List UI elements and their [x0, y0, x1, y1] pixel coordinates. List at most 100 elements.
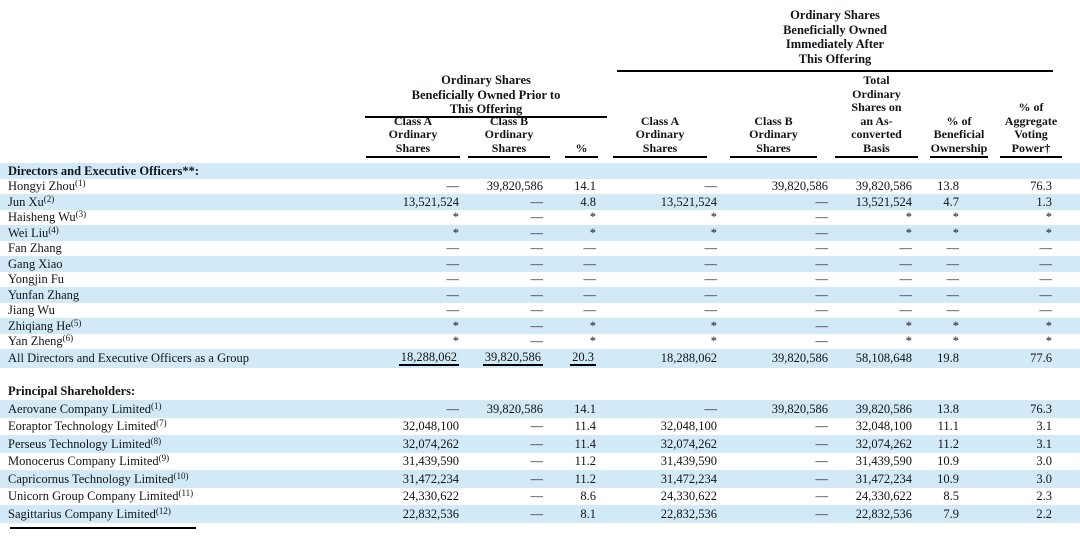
shareholder-name-cell: Haisheng Wu(3) — [0, 210, 358, 226]
value-cell: — — [530, 454, 544, 468]
value-cell: 31,439,590 — [402, 454, 459, 468]
shareholder-name: Haisheng Wu — [8, 210, 76, 224]
value-cell: 39,820,586 — [771, 401, 828, 416]
table-row: Eoraptor Technology Limited(7) 32,048,100… — [0, 418, 1080, 436]
value-cell: — — [583, 241, 597, 255]
value-cell: — — [530, 194, 544, 209]
footnote-marker: (8) — [150, 435, 162, 446]
value-cell: 8.1 — [580, 506, 596, 521]
value-cell: * — [589, 210, 596, 224]
shareholder-name-cell: Perseus Technology Limited(8) — [0, 435, 358, 453]
value-cell: — — [815, 489, 829, 503]
total-value-underlined: 20.3 — [570, 350, 596, 366]
table-header: Ordinary Shares Beneficially Owned Immed… — [0, 0, 1080, 163]
value-cell: 11.2 — [574, 454, 596, 468]
value-cell: — — [1039, 303, 1053, 317]
section-heading-row: Directors and Executive Officers**: — [0, 163, 1080, 179]
value-cell: 3.0 — [1036, 454, 1052, 468]
value-cell: 76.3 — [1030, 401, 1052, 416]
shareholder-name-cell: Hongyi Zhou(1) — [0, 179, 358, 195]
value-cell: — — [530, 225, 544, 240]
value-cell: — — [1039, 272, 1053, 286]
row-right-padding — [1055, 318, 1080, 334]
value-cell: 18,288,062 — [358, 349, 462, 368]
value-cell: 31,472,234 — [855, 471, 912, 486]
value-cell: — — [704, 272, 718, 286]
value-cell: 11.4 — [574, 436, 596, 451]
value-cell: 77.6 — [1030, 351, 1052, 365]
shareholder-name-cell: Aerovane Company Limited(1) — [0, 400, 358, 418]
shareholder-name: Yongjin Fu — [8, 272, 65, 286]
value-cell: 8.6 — [580, 489, 596, 503]
value-cell: — — [1039, 256, 1053, 271]
row-right-padding — [1055, 435, 1080, 453]
value-cell: 1.3 — [1036, 194, 1052, 209]
value-cell: — — [815, 194, 829, 209]
value-cell: * — [710, 318, 717, 333]
shareholder-name: Zhiqiang He — [8, 318, 71, 333]
footnote-marker: (11) — [178, 488, 194, 498]
shareholder-name-cell: Fan Zhang — [0, 241, 358, 257]
footnote-marker: (3) — [75, 209, 87, 219]
shareholder-name: All Directors and Executive Officers as … — [8, 351, 250, 365]
value-cell: — — [530, 303, 544, 317]
column-header-after-class-a: Class A Ordinary Shares — [635, 113, 685, 155]
total-value-underlined: 18,288,062 — [398, 350, 459, 366]
footnote-marker: (1) — [75, 178, 86, 188]
value-cell: 32,048,100 — [660, 419, 717, 433]
row-right-padding — [1055, 334, 1080, 350]
section-heading: Principal Shareholders: — [8, 384, 136, 398]
table-row: Zhiqiang He(5) * — * * — * * * — [0, 318, 1080, 334]
value-cell: * — [1045, 225, 1052, 240]
shareholder-name: Perseus Technology Limited — [8, 436, 151, 451]
value-cell: — — [530, 318, 544, 333]
value-cell: 19.8 — [937, 351, 959, 365]
value-cell: 11.1 — [937, 419, 959, 433]
value-cell: 39,820,586 — [486, 179, 543, 193]
value-cell: 22,832,536 — [855, 506, 912, 521]
total-value-underlined: 39,820,586 — [482, 350, 543, 366]
value-cell: — — [899, 241, 913, 255]
value-cell: 24,330,622 — [855, 489, 912, 503]
value-cell: 2.2 — [1036, 506, 1052, 521]
value-cell: 3.1 — [1036, 419, 1052, 433]
table-row: Capricornus Technology Limited(10) 31,472… — [0, 470, 1080, 488]
shareholder-name: Unicorn Group Company Limited — [8, 489, 179, 503]
value-cell: — — [530, 334, 544, 348]
value-cell: 31,439,590 — [855, 454, 912, 468]
value-cell: 24,330,622 — [402, 489, 459, 503]
value-cell: — — [815, 256, 829, 271]
value-cell: — — [530, 272, 544, 286]
table-row: Jun Xu(2) 13,521,524 — 4.8 13,521,524 — 13,521… — [0, 194, 1080, 210]
shareholder-name: Yan Zheng — [8, 334, 63, 348]
value-cell: — — [583, 303, 597, 317]
value-cell: 11.4 — [574, 419, 596, 433]
after-group-rule — [617, 70, 1053, 72]
value-cell: 3.0 — [1036, 471, 1052, 486]
section-heading: Directors and Executive Officers**: — [8, 163, 200, 178]
value-cell: * — [952, 318, 959, 333]
table-row: Yunfan Zhang — — — — — — — — — [0, 287, 1080, 303]
shareholder-name-cell: Monocerus Company Limited(9) — [0, 453, 358, 471]
table-row: Yongjin Fu — — — — — — — — — [0, 272, 1080, 288]
value-cell: 39,820,586 — [486, 401, 543, 416]
row-right-padding — [1055, 179, 1080, 195]
value-cell: * — [905, 318, 912, 333]
row-right-padding — [1055, 256, 1080, 272]
value-cell: * — [952, 225, 959, 240]
column-rule-prior-percent — [565, 156, 598, 158]
value-cell: 32,048,100 — [855, 419, 912, 433]
row-right-padding — [1055, 241, 1080, 257]
footnote-marker: (4) — [48, 225, 59, 235]
section-gap-row — [0, 367, 1080, 383]
value-cell: 4.8 — [580, 194, 596, 209]
value-cell: — — [446, 287, 460, 302]
value-cell: * — [1045, 334, 1052, 348]
table-row: Perseus Technology Limited(8) 32,074,262 —… — [0, 435, 1080, 453]
value-cell: — — [946, 287, 960, 302]
row-right-padding — [1055, 287, 1080, 303]
column-rule-after-class-a — [613, 156, 707, 158]
value-cell: 13,521,524 — [402, 194, 459, 209]
table-row: Gang Xiao — — — — — — — — — [0, 256, 1080, 272]
